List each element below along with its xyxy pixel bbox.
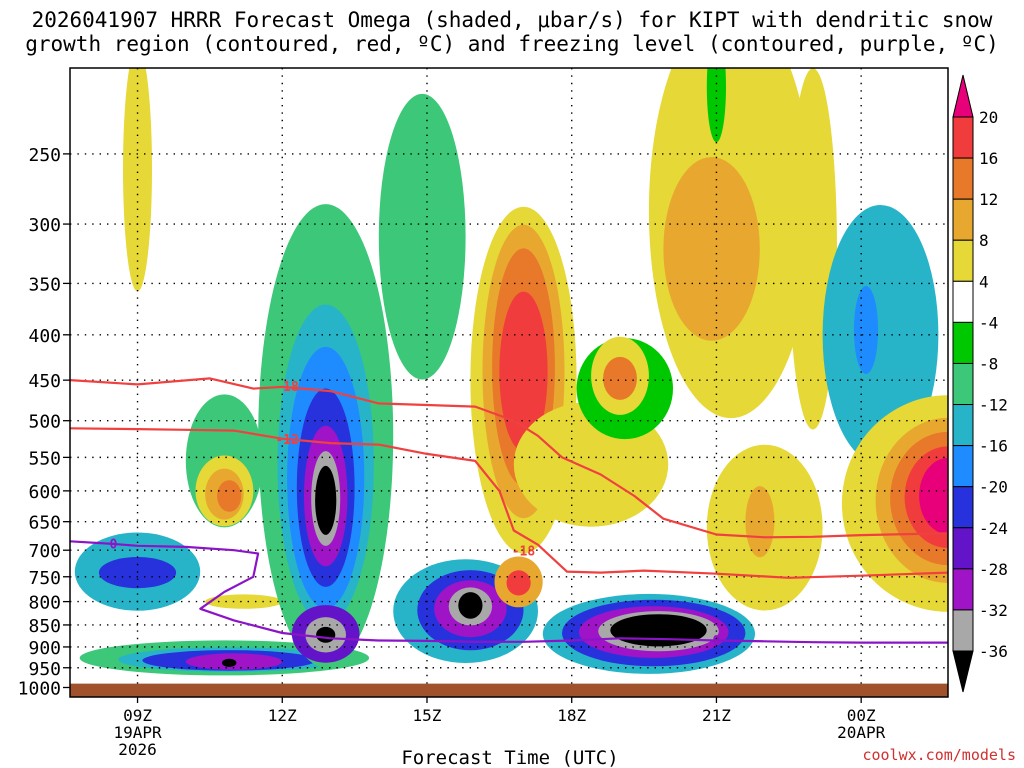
- colorbar-segment: [952, 362, 974, 406]
- y-tick-label: 800: [28, 593, 61, 614]
- colorbar-label: 12: [979, 190, 998, 209]
- colorbar-segment: [952, 239, 974, 282]
- colorbar-label: -24: [979, 519, 1008, 538]
- omega-region: [610, 614, 707, 647]
- terrain-band: [70, 683, 948, 697]
- colorbar-segment: [952, 280, 974, 323]
- omega-region: [222, 658, 237, 668]
- plot-frame: [69, 67, 949, 698]
- contours: -18 -18 -12 0 0: [70, 377, 948, 649]
- x-axis-label: Forecast Time (UTC): [401, 747, 618, 768]
- colorbar-label: 4: [979, 272, 989, 291]
- colorbar-segment: [952, 321, 974, 364]
- x-tick-date: 20APR: [837, 723, 886, 742]
- omega-region: [458, 592, 483, 619]
- omega-field: [70, 0, 948, 697]
- omega-region: [822, 204, 939, 465]
- freezing-level-line: [70, 540, 948, 644]
- isotherm-minus18-label: -18: [275, 380, 299, 395]
- colorbar-label: -4: [979, 313, 998, 332]
- colorbar-min-arrow: [952, 650, 974, 693]
- colorbar-segment: [952, 404, 974, 447]
- isotherm-minus12-line: [70, 427, 948, 579]
- axes: 2503003504004505005506006507007508008509…: [18, 67, 1016, 768]
- x-tick-label: 00Z: [847, 706, 876, 725]
- omega-region: [316, 626, 336, 643]
- y-tick-label: 900: [28, 638, 61, 659]
- colorbar-segment: [952, 609, 974, 652]
- y-tick-label: 950: [28, 659, 61, 680]
- y-tick-label: 300: [28, 215, 61, 236]
- omega-region: [745, 486, 775, 558]
- colorbar-segment: [952, 157, 974, 200]
- colorbar-label: -28: [979, 560, 1008, 579]
- omega-region: [853, 286, 879, 374]
- x-tick-date: 19APR: [113, 723, 162, 742]
- colorbar-segment: [952, 486, 974, 529]
- y-tick-label: 700: [28, 541, 61, 562]
- y-tick-label: 850: [28, 616, 61, 637]
- omega-region: [706, 68, 726, 143]
- omega-region: [919, 457, 948, 535]
- omega-region: [603, 356, 637, 400]
- chart-title-line1: 2026041907 HRRR Forecast Omega (shaded, …: [31, 8, 993, 32]
- colorbar-max-arrow: [952, 74, 974, 118]
- isotherm-minus18-label: -18: [512, 544, 536, 559]
- y-tick-label: 350: [28, 274, 61, 295]
- colorbar-segment: [952, 198, 974, 241]
- y-tick-label: 400: [28, 326, 61, 347]
- isotherm-minus12-label: -12: [275, 433, 298, 448]
- y-tick-label: 250: [28, 145, 61, 166]
- omega-region: [378, 93, 466, 380]
- y-tick-label: 450: [28, 371, 61, 392]
- freezing-level-label: 0: [713, 634, 721, 649]
- isotherm-minus18-line: [70, 377, 948, 539]
- colorbar-label: 16: [979, 149, 998, 168]
- colorbar-label: -16: [979, 437, 1008, 456]
- colorbar-label: -36: [979, 642, 1008, 661]
- y-tick-label: 750: [28, 568, 61, 589]
- y-tick-label: 550: [28, 448, 61, 469]
- x-tick-label: 21Z: [702, 706, 731, 725]
- credit-text: coolwx.com/models: [862, 746, 1016, 764]
- chart-title-line2: growth region (contoured, red, ºC) and f…: [25, 32, 999, 56]
- omega-region: [217, 480, 242, 512]
- colorbar-label: -20: [979, 478, 1008, 497]
- colorbar: 20 16 12 8 4 -4 -8 -12 -16 -20 -24 -28 -32 -36: [952, 74, 1008, 693]
- freezing-level-label: 0: [110, 538, 118, 553]
- omega-region: [506, 570, 531, 596]
- colorbar-segment: [952, 445, 974, 488]
- colorbar-label: 8: [979, 231, 989, 250]
- colorbar-segment: [952, 568, 974, 611]
- colorbar-label: -32: [979, 601, 1008, 620]
- y-tick-label: 650: [28, 513, 61, 534]
- x-tick-label: 09Z: [123, 706, 152, 725]
- omega-region: [205, 594, 283, 609]
- colorbar-segment: [952, 527, 974, 570]
- omega-region: [315, 465, 337, 535]
- y-tick-label: 500: [28, 412, 61, 433]
- colorbar-label: -12: [979, 396, 1008, 415]
- colorbar-segment: [952, 116, 974, 159]
- x-tick-year: 2026: [118, 740, 157, 759]
- colorbar-label: 20: [979, 108, 998, 127]
- x-tick-label: 12Z: [268, 706, 297, 725]
- x-tick-label: 15Z: [413, 706, 442, 725]
- omega-region: [837, 0, 866, 66]
- colorbar-label: -8: [979, 354, 998, 373]
- y-tick-label: 1000: [18, 678, 61, 699]
- x-tick-label: 18Z: [557, 706, 586, 725]
- omega-region: [663, 157, 760, 341]
- omega-region: [499, 291, 548, 452]
- y-tick-label: 600: [28, 482, 61, 503]
